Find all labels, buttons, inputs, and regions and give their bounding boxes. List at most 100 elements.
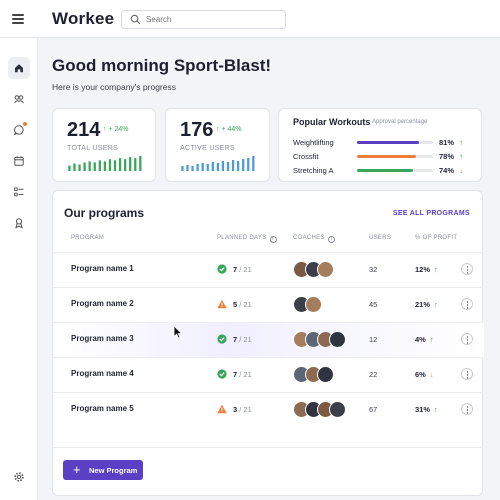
- planned-days: 7 / 21: [233, 265, 252, 274]
- sidebar-item-calendar[interactable]: [8, 150, 30, 172]
- divider: [53, 447, 484, 448]
- workout-name: Stretching A: [293, 166, 334, 175]
- sparkline-bar: [113, 160, 117, 171]
- approval-fill: [357, 155, 417, 158]
- programs-card: Our programs SEE ALL PROGRAMS PROGRAM PL…: [52, 190, 484, 496]
- trend-up-icon: ↑: [429, 335, 434, 344]
- sidebar-item-achievements[interactable]: [8, 212, 30, 234]
- sidebar-item-settings[interactable]: [8, 466, 30, 488]
- more-options-button[interactable]: [461, 263, 473, 275]
- sparkline-bar: [139, 156, 142, 171]
- program-name[interactable]: Program name 2: [71, 299, 134, 308]
- hamburger-menu-icon[interactable]: [12, 14, 24, 24]
- coach-avatar[interactable]: [305, 296, 322, 313]
- see-all-programs-link[interactable]: SEE ALL PROGRAMS: [392, 210, 470, 217]
- users-count: 45: [369, 300, 378, 309]
- stat-value: 214: [67, 119, 101, 141]
- page-title: Good morning Sport-Blast!: [52, 56, 272, 75]
- sparkline-bar: [134, 158, 137, 171]
- approval-percent: 78%: [439, 152, 455, 161]
- stat-label: TOTAL USERS: [67, 145, 119, 152]
- more-options-button[interactable]: [461, 368, 473, 380]
- popular-workouts-card[interactable]: Popular Workouts Approval percentage Wei…: [278, 108, 482, 182]
- trend-up-icon: ↑: [434, 265, 438, 274]
- workout-row: Crossfit 78% ↑: [293, 152, 473, 162]
- sparkline-bar: [237, 161, 240, 171]
- sparkline-bar: [93, 162, 96, 171]
- home-icon: [15, 64, 23, 73]
- sparkline-bar: [231, 160, 235, 171]
- coach-avatar[interactable]: [317, 366, 334, 383]
- check-circle-icon: [217, 369, 227, 379]
- program-name[interactable]: Program name 3: [71, 334, 134, 343]
- coach-avatar[interactable]: [329, 401, 346, 418]
- more-options-button[interactable]: [461, 298, 473, 310]
- chat-icon: [13, 125, 24, 136]
- sparkline-bar: [242, 159, 245, 171]
- program-name[interactable]: Program name 5: [71, 404, 134, 413]
- coach-avatar[interactable]: [317, 261, 334, 278]
- sparkline-bar: [108, 159, 112, 171]
- sparkline-bar: [221, 161, 225, 171]
- coach-avatar[interactable]: [329, 331, 346, 348]
- column-header-program: PROGRAM: [71, 235, 105, 241]
- search-box[interactable]: [121, 10, 286, 29]
- table-row[interactable]: Program name 3 7 / 21 12 4% ↑: [53, 322, 484, 357]
- table-row[interactable]: Program name 2 5 / 21 45 21% ↑: [53, 287, 484, 322]
- users-count: 67: [369, 405, 378, 414]
- warning-icon: [217, 299, 227, 309]
- sparkline-bar: [78, 164, 81, 171]
- sparkline-bar: [103, 161, 107, 171]
- program-name[interactable]: Program name 1: [71, 264, 134, 273]
- table-row[interactable]: Program name 5 3 / 21 67 31% ↑: [53, 392, 484, 427]
- sparkline-bar: [196, 164, 199, 171]
- trend-up-icon: ↑: [434, 405, 438, 414]
- new-program-button[interactable]: + New Program: [63, 460, 143, 480]
- sparkline-bar: [201, 163, 204, 171]
- award-icon: [15, 218, 23, 229]
- total-users-card[interactable]: 214 ↑ + 24% TOTAL USERS: [52, 108, 156, 182]
- column-header-coaches: COACHES i: [293, 235, 335, 243]
- sparkline-bar: [191, 166, 194, 171]
- sparkline-bar: [226, 162, 230, 171]
- workout-name: Weightlifting: [293, 138, 334, 147]
- planned-days: 3 / 21: [233, 405, 252, 414]
- sidebar-item-tasks[interactable]: [8, 181, 30, 203]
- checklist-icon: [14, 187, 24, 197]
- sparkline-bar: [83, 162, 86, 171]
- sparkline-bar: [98, 160, 101, 171]
- info-icon[interactable]: i: [269, 236, 277, 243]
- users-count: 32: [369, 265, 378, 274]
- sparkline-bar: [216, 163, 220, 171]
- sidebar-item-teams[interactable]: [8, 88, 30, 110]
- table-row[interactable]: Program name 1 7 / 21 32 12% ↑: [53, 252, 484, 287]
- team-icon: [14, 95, 24, 104]
- sparkline-bar: [73, 163, 76, 171]
- stat-value: 176: [180, 119, 214, 141]
- users-count: 12: [369, 335, 378, 344]
- sparkline-bar: [252, 156, 255, 171]
- trend-up-icon: ↑: [103, 126, 107, 133]
- more-options-button[interactable]: [461, 403, 473, 415]
- profit-percent: 31% ↑: [415, 405, 438, 414]
- info-icon[interactable]: i: [327, 236, 335, 243]
- table-row[interactable]: Program name 4 7 / 21 22 6% ↓: [53, 357, 484, 392]
- approval-bar: [357, 141, 433, 144]
- sidebar-item-messages[interactable]: [8, 119, 30, 141]
- profit-percent: 12% ↑: [415, 265, 438, 274]
- program-name[interactable]: Program name 4: [71, 369, 134, 378]
- approval-percent: 81%: [439, 138, 455, 147]
- planned-days: 7 / 21: [233, 335, 252, 344]
- page-subtitle: Here is your company's progress: [52, 82, 176, 92]
- trend-up-icon: ↑: [459, 152, 463, 161]
- active-users-card[interactable]: 176 ↑ + 44% ACTIVE USERS: [165, 108, 270, 182]
- column-header-profit: % OF PROFIT: [415, 235, 458, 241]
- sparkline-bar: [88, 161, 91, 171]
- search-input[interactable]: [146, 13, 276, 26]
- active-users-sparkline: [181, 156, 255, 171]
- sidebar-item-home[interactable]: [8, 57, 30, 79]
- workout-row: Stretching A 74% ↓: [293, 166, 473, 176]
- column-header-planned-days: PLANNED DAYS i: [217, 235, 277, 243]
- more-options-button[interactable]: [461, 333, 473, 345]
- check-circle-icon: [217, 264, 227, 274]
